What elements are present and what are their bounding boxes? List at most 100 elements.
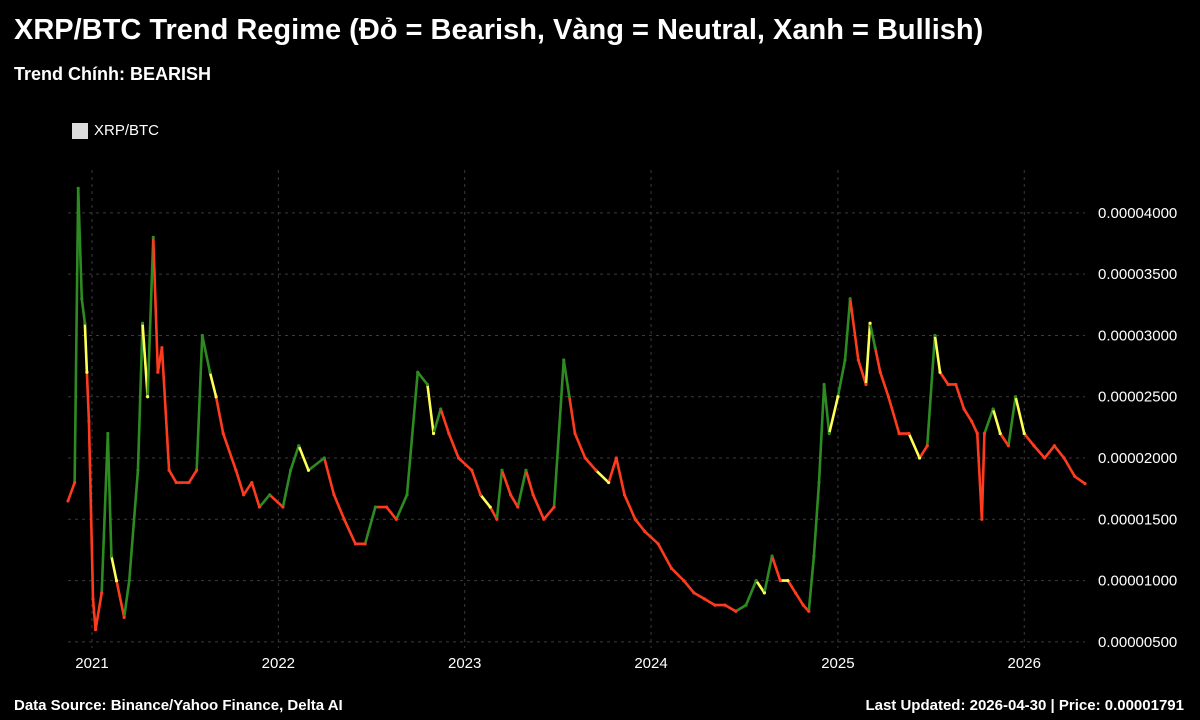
- data-point: [744, 603, 748, 607]
- data-point: [114, 578, 119, 583]
- data-point: [221, 431, 225, 436]
- data-point: [109, 554, 113, 558]
- data-point: [843, 358, 847, 362]
- data-point: [306, 468, 311, 472]
- series-segment-bearish: [488, 505, 499, 521]
- data-point: [500, 468, 504, 472]
- series-segment-bearish: [439, 407, 451, 435]
- data-point: [80, 297, 84, 301]
- series-segment-bullish: [812, 481, 821, 558]
- series-segment-bearish: [524, 468, 535, 497]
- data-point: [187, 480, 191, 485]
- y-tick-label: 0.00001500: [1098, 511, 1177, 528]
- x-tick-label: 2021: [75, 655, 108, 672]
- data-point: [786, 578, 790, 583]
- data-point: [195, 468, 199, 472]
- series-segment-bullish: [106, 432, 113, 558]
- data-point: [723, 603, 727, 607]
- data-point: [812, 554, 816, 558]
- y-tick-label: 0.00001000: [1098, 573, 1177, 590]
- data-point: [552, 505, 556, 509]
- data-point: [980, 517, 984, 521]
- series-segment-bullish: [289, 444, 301, 472]
- series-segment-bullish: [734, 603, 748, 613]
- series-segment-bearish: [447, 432, 460, 460]
- series-segment-bearish: [1062, 456, 1077, 478]
- series-segment-bullish: [258, 493, 271, 509]
- data-point: [76, 186, 80, 190]
- data-point: [868, 321, 872, 325]
- grid: [68, 170, 1085, 648]
- data-point: [633, 517, 637, 521]
- series-segment-bearish: [583, 456, 598, 472]
- series-segment-bullish: [836, 358, 847, 399]
- series-segment-bearish: [115, 579, 126, 619]
- data-point: [73, 480, 77, 485]
- data-point: [873, 346, 877, 350]
- data-point: [946, 382, 950, 387]
- data-point: [770, 554, 774, 558]
- series-segment-bearish: [457, 456, 474, 472]
- series-segment-bearish: [703, 597, 717, 607]
- data-point: [801, 603, 805, 607]
- x-tick-label: 2024: [634, 655, 667, 672]
- data-point: [214, 395, 218, 399]
- series-segment-bullish: [817, 383, 826, 484]
- data-point: [713, 603, 717, 607]
- series-segment-bullish: [127, 468, 140, 582]
- data-point: [1083, 482, 1087, 486]
- series-segment-bullish: [432, 407, 442, 435]
- series-segment-bearish: [1032, 444, 1046, 460]
- data-point: [975, 431, 979, 436]
- series-segment-bearish: [573, 432, 587, 460]
- data-point: [268, 493, 272, 497]
- data-source: Data Source: Binance/Yahoo Finance, Delt…: [14, 697, 343, 714]
- data-point: [439, 407, 443, 411]
- data-point: [734, 609, 738, 613]
- data-point: [394, 517, 398, 521]
- data-point: [754, 578, 758, 583]
- series-segment-bearish: [873, 346, 882, 374]
- series-segment-bearish: [878, 370, 890, 399]
- data-point: [817, 480, 821, 485]
- data-point: [656, 542, 660, 546]
- data-point: [447, 431, 451, 436]
- series-segment-bearish: [531, 493, 546, 521]
- series-segment-bullish: [1007, 395, 1017, 448]
- series-segment-bearish: [786, 579, 797, 595]
- data-point: [456, 456, 461, 460]
- data-point: [136, 468, 140, 472]
- series-segment-bullish: [136, 321, 144, 472]
- series-segment-bearish: [656, 542, 673, 570]
- data-point: [1022, 431, 1026, 436]
- series-segment-bearish: [770, 554, 782, 582]
- data-point: [281, 505, 285, 509]
- series-segment-neutral: [297, 444, 310, 472]
- series-segment-neutral: [208, 370, 218, 399]
- data-point: [363, 542, 367, 546]
- data-point: [156, 370, 160, 374]
- series-segment-neutral: [827, 395, 840, 435]
- y-tick-label: 0.00003000: [1098, 327, 1177, 344]
- data-point: [488, 505, 492, 509]
- data-point: [83, 321, 87, 325]
- series-segment-bearish: [723, 603, 738, 613]
- data-point: [174, 480, 178, 485]
- series-segment-bearish: [66, 481, 76, 503]
- data-point: [954, 382, 958, 387]
- data-point: [160, 346, 164, 350]
- series-segment-bearish: [214, 395, 225, 435]
- data-point: [643, 529, 647, 534]
- series-segment-bearish: [615, 456, 626, 497]
- series-segment-bearish: [1073, 475, 1087, 485]
- chart-subtitle: Trend Chính: BEARISH: [14, 64, 211, 84]
- data-point: [425, 382, 430, 387]
- series-segment-neutral: [110, 554, 118, 582]
- series-segment-bullish: [807, 554, 816, 613]
- series-segment-bearish: [250, 481, 261, 509]
- data-point: [495, 517, 499, 521]
- series-segment-bearish: [962, 407, 973, 423]
- data-point: [297, 444, 301, 448]
- data-point: [531, 493, 535, 497]
- series-segment-bearish: [918, 444, 929, 460]
